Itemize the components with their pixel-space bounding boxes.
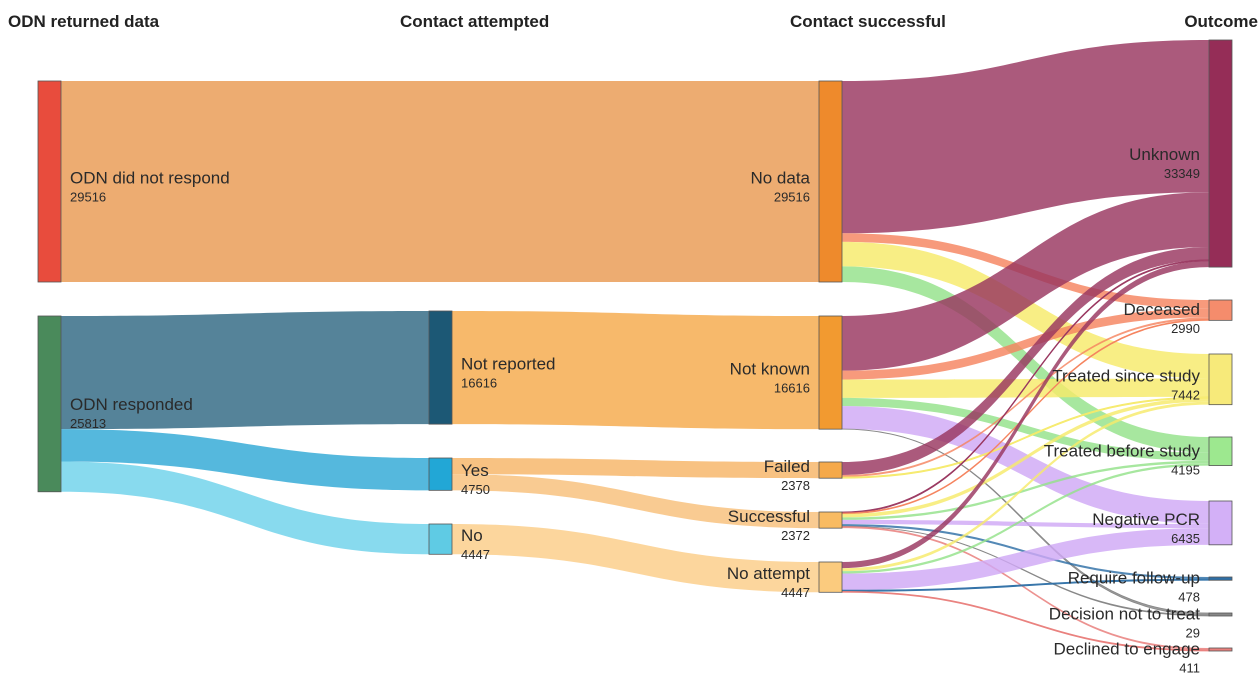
sankey-link-noatt-to-tsince	[842, 401, 1209, 572]
sankey-node-negpcr	[1208, 500, 1233, 546]
sankey-node-label: Failed	[764, 457, 810, 476]
sankey-link-noatt-to-negpcr	[842, 528, 1209, 591]
sankey-node-unknown	[1208, 39, 1233, 268]
sankey-link-nodata-to-tsince	[842, 241, 1209, 379]
sankey-node-value: 29	[1186, 626, 1200, 641]
sankey-node-label: Unknown	[1129, 145, 1200, 164]
sankey-link-yes-to-failed	[452, 458, 819, 479]
sankey-node-reqfu	[1208, 576, 1233, 581]
sankey-node-label: Decision not to treat	[1049, 605, 1200, 624]
sankey-node-label: Require follow-up	[1068, 569, 1200, 588]
sankey-node-value: 411	[1179, 661, 1200, 676]
column-header-odn-returned-data: ODN returned data	[8, 12, 160, 31]
sankey-node-label: Treated since study	[1052, 366, 1200, 385]
sankey-node-value: 33349	[1164, 166, 1200, 181]
sankey-node-value: 478	[1178, 590, 1200, 605]
sankey-node-declined	[1208, 647, 1233, 652]
column-header-outcome: Outcome	[1184, 12, 1258, 31]
sankey-node-label: Deceased	[1123, 300, 1200, 319]
sankey-node-failed	[818, 461, 843, 479]
sankey-link-failed-to-unknown	[842, 246, 1209, 475]
sankey-node-value: 29516	[774, 190, 810, 205]
sankey-node-label: Treated before study	[1044, 441, 1201, 460]
sankey-node-value: 6435	[1171, 531, 1200, 546]
sankey-node-label: Not known	[730, 360, 810, 379]
sankey-node-value: 29516	[70, 190, 106, 205]
sankey-node-odn_nr	[37, 80, 62, 283]
sankey-link-noatt-to-unknown	[842, 260, 1209, 569]
sankey-link-odn_r-to-yes	[61, 429, 429, 491]
sankey-link-notknown-to-unknown	[842, 192, 1209, 371]
column-header-contact-attempted: Contact attempted	[400, 12, 550, 31]
sankey-node-value: 4195	[1171, 462, 1200, 477]
sankey-node-label: Declined to engage	[1053, 640, 1200, 659]
sankey-nodes	[37, 39, 1233, 652]
sankey-link-odn_nr-to-nodata	[61, 81, 819, 282]
sankey-link-notknown-to-tsince	[842, 378, 1209, 398]
sankey-node-value: 16616	[461, 376, 497, 391]
sankey-node-value: 16616	[774, 381, 810, 396]
sankey-node-tbefore	[1208, 436, 1233, 466]
sankey-link-success-to-tsince	[842, 398, 1209, 518]
sankey-node-tsince	[1208, 353, 1233, 406]
sankey-link-success-to-negpcr	[842, 519, 1209, 529]
sankey-node-value: 2372	[781, 528, 810, 543]
sankey-node-label: No attempt	[727, 564, 810, 583]
sankey-link-success-to-declined	[842, 526, 1209, 650]
sankey-node-label: Successful	[728, 507, 810, 526]
sankey-node-yes	[428, 457, 453, 491]
sankey-link-notrep-to-notknown	[452, 311, 819, 430]
sankey-link-nodata-to-unknown	[842, 40, 1209, 234]
column-header-contact-successful: Contact successful	[790, 12, 946, 31]
sankey-node-no	[428, 523, 453, 555]
sankey-node-label: Negative PCR	[1092, 510, 1200, 529]
sankey-node-value: 4750	[461, 482, 490, 497]
sankey-link-notknown-to-tbefore	[842, 397, 1209, 461]
sankey-link-odn_r-to-notrep	[61, 311, 429, 430]
sankey-node-noatt	[818, 561, 843, 593]
sankey-node-label: Not reported	[461, 355, 556, 374]
sankey-node-deceased	[1208, 299, 1233, 321]
sankey-node-value: 2378	[781, 478, 810, 493]
sankey-node-value: 4447	[781, 585, 810, 600]
sankey-link-yes-to-success	[452, 474, 819, 529]
sankey-link-noatt-to-tbefore	[842, 463, 1209, 574]
sankey-node-odn_r	[37, 315, 62, 493]
sankey-node-value: 2990	[1171, 321, 1200, 336]
sankey-node-value: 25813	[70, 416, 106, 431]
sankey-node-decnot	[1208, 612, 1233, 617]
sankey-links	[61, 40, 1210, 652]
sankey-link-notknown-to-negpcr	[842, 406, 1209, 524]
sankey-node-label: No	[461, 526, 483, 545]
sankey-link-success-to-tbefore	[842, 460, 1209, 520]
sankey-link-no-to-noatt	[452, 524, 819, 593]
sankey-node-label: No data	[750, 169, 810, 188]
sankey-node-label: Yes	[461, 461, 489, 480]
sankey-node-label: ODN responded	[70, 395, 193, 414]
sankey-node-success	[818, 511, 843, 529]
sankey-node-value: 4447	[461, 547, 490, 562]
sankey-node-nodata	[818, 80, 843, 283]
sankey-node-notrep	[428, 310, 453, 425]
sankey-node-label: ODN did not respond	[70, 169, 230, 188]
sankey-labels: ODN did not respond 29516 ODN responded 258…	[70, 145, 1200, 676]
sankey-node-value: 7442	[1171, 387, 1200, 402]
sankey-node-notknown	[818, 315, 843, 430]
sankey-link-notknown-to-deceased	[842, 308, 1209, 380]
sankey-link-failed-to-deceased	[842, 317, 1209, 477]
sankey-link-odn_r-to-no	[61, 461, 429, 555]
